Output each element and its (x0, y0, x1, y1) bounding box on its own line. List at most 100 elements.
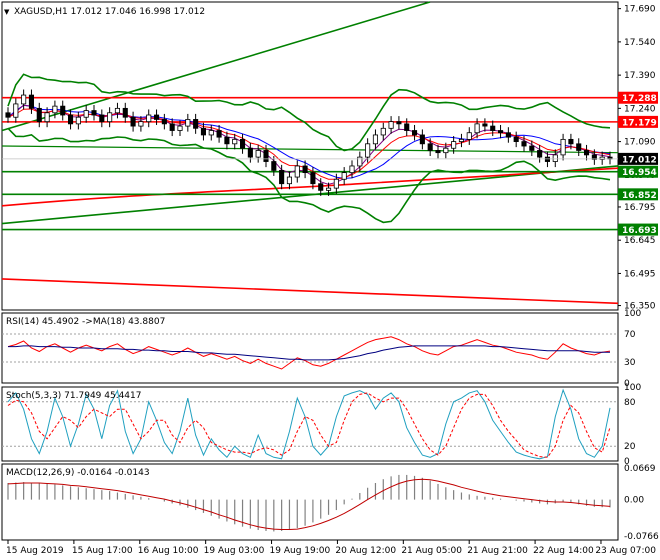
price-tick-label: 16.495 (624, 269, 656, 279)
candle-body (44, 112, 50, 123)
panel-frames (1, 1, 619, 541)
level-tag-label: 17.179 (622, 118, 657, 128)
candle-body (310, 172, 316, 185)
stoch-tick-label: 0 (624, 457, 630, 467)
trendline-up-steep (1, 1, 431, 132)
candle-body (505, 132, 511, 138)
macd-tick-label: 0.0669 (624, 464, 656, 474)
candle-body (318, 183, 324, 191)
stoch-main-line (7, 388, 611, 460)
time-tick-label: 15 Aug 2019 (6, 546, 64, 556)
candle-body (435, 150, 441, 154)
time-tick-label: 21 Aug 21:00 (467, 546, 528, 556)
level-tag-16.852 (618, 188, 658, 201)
level-tag-label: 16.954 (622, 168, 657, 178)
candle-body (67, 114, 74, 125)
rsi-panel: 100 70 30 0 RSI(14) 45.4902 ->MA(18) 43.8807 (2, 309, 641, 389)
candle-body (122, 107, 128, 118)
stochastic-panel: 100 80 20 0 Stoch(5,3,3) 71.7949 45.4417 (2, 383, 641, 467)
candle-body (263, 150, 269, 162)
macd-signal-line (7, 478, 611, 530)
candle-body (5, 112, 11, 118)
candle-body (497, 130, 504, 134)
macd-tick-label: -0.0766 (624, 532, 659, 542)
time-axis: 15 Aug 2019 15 Aug 17:00 16 Aug 10:00 19 Au… (6, 540, 656, 556)
candle-body (208, 130, 214, 136)
candle-body (529, 145, 535, 151)
bollinger-lower (7, 127, 611, 224)
rsi-ma-line (8, 345, 611, 361)
candle-body (341, 172, 347, 180)
candle-body (153, 114, 160, 120)
candle-body (357, 156, 363, 167)
candle-body (60, 105, 66, 116)
candle-body (91, 110, 97, 116)
candle-body (490, 125, 496, 131)
rsi-tick-label: 0 (624, 379, 630, 389)
candle-body (161, 119, 167, 125)
stoch-signal-line (7, 392, 611, 458)
time-tick-label: 19 Aug 19:00 (270, 546, 331, 556)
candle-body (114, 107, 121, 114)
rsi-tick-label: 70 (624, 330, 636, 340)
panel-border-stoch (1, 386, 619, 462)
candle-body (21, 94, 27, 105)
candle-body (169, 123, 175, 131)
candle-body (247, 147, 253, 158)
rsi-label: RSI(14) 45.4902 ->MA(18) 43.8807 (6, 317, 165, 327)
candle-body (583, 150, 590, 156)
candle-body (372, 134, 379, 145)
candle-body (443, 147, 449, 154)
price-tick-label: 16.350 (624, 302, 656, 312)
candle-body (388, 121, 394, 129)
candle-body (411, 130, 418, 136)
candle-body (333, 178, 339, 189)
time-tick-label: 23 Aug 07:00 (595, 546, 656, 556)
candle-body (404, 123, 410, 131)
candle-body (302, 165, 308, 174)
candle-body (537, 150, 543, 158)
candle-body (13, 103, 19, 118)
level-tag-17.288 (618, 91, 658, 104)
candle-body (177, 125, 183, 131)
candle-body (52, 105, 58, 114)
current-price-label: 17.012 (622, 155, 657, 165)
candle-body (130, 116, 136, 127)
candle-body (419, 134, 425, 145)
candle-body (271, 161, 277, 171)
candle-body (28, 94, 35, 109)
candle-body (474, 123, 480, 134)
price-tick-label: 17.240 (624, 104, 656, 114)
candle-body (599, 156, 605, 160)
price-tick-label: 17.390 (624, 71, 656, 81)
bollinger-upper (7, 73, 611, 152)
symbol-header: XAGUSD,H1 17.012 17.046 16.998 17.012 (14, 7, 205, 17)
candle-body (458, 138, 465, 142)
rsi-line (7, 336, 611, 370)
macd-tick-label: 0.00 (624, 496, 644, 506)
candle-body (544, 156, 551, 162)
candle-body (146, 114, 152, 123)
panel-border-main (1, 1, 619, 311)
stoch-tick-label: 20 (624, 442, 636, 452)
level-tag-label: 16.852 (622, 191, 657, 201)
candle-body (255, 150, 261, 158)
candle-body (576, 143, 582, 151)
candle-body (591, 154, 597, 160)
time-tick-label: 20 Aug 12:00 (335, 546, 396, 556)
candle-body (560, 138, 566, 156)
ma-long-red (1, 278, 619, 305)
macd-label: MACD(12,26,9) -0.0164 -0.0143 (6, 468, 150, 478)
price-tick-label: 17.540 (624, 38, 656, 48)
time-tick-label: 16 Aug 10:00 (138, 546, 199, 556)
candle-body (224, 136, 230, 145)
candle-body (466, 132, 472, 140)
rsi-tick-label: 100 (624, 309, 641, 319)
candle-body (349, 165, 355, 174)
candle-body (396, 121, 402, 125)
candle-body (193, 119, 199, 129)
candle-body (294, 165, 300, 178)
level-tag-16.693 (618, 223, 658, 236)
stoch-tick-label: 80 (624, 398, 636, 408)
collapse-triangle-icon[interactable]: ▼ (4, 8, 10, 16)
